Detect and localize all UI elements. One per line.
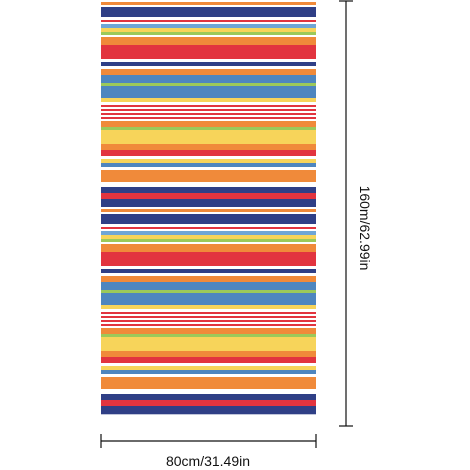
stripe [101,309,316,313]
stripe [101,320,316,323]
stripe [101,316,316,319]
stripe [101,115,316,118]
stripe [101,121,316,128]
stripe [101,276,316,283]
stripe [101,337,316,352]
stripe [101,290,316,294]
stripe [101,239,316,243]
stripe [101,212,316,215]
stripe [101,24,316,29]
stripe [101,119,316,122]
stripe [101,75,316,84]
stripe [101,199,316,208]
stripe [101,334,316,338]
stripe [101,231,316,236]
stripe [101,156,316,160]
height-label: 160m/62.99in [357,186,373,271]
stripe [101,227,316,230]
stripe [101,20,316,23]
stripe [101,357,316,364]
stripe [101,111,316,114]
stripe [101,105,316,108]
stripe [101,314,316,317]
stripe [101,163,316,168]
stripe [101,187,316,194]
width-label: 80cm/31.49in [166,453,250,469]
stripe [101,17,316,21]
stripe [101,117,316,120]
stripe [101,282,316,291]
stripe [101,351,316,358]
stripe [101,389,316,395]
stripe [101,252,316,267]
stripe [101,66,316,70]
stripe [101,130,316,145]
stripe [101,266,316,270]
stripe [101,305,316,310]
stripe [101,209,316,213]
stripe [101,144,316,151]
stripe [101,229,316,232]
stripe [101,59,316,63]
stripe [101,35,316,38]
stripe [101,127,316,131]
stripe [101,5,316,8]
stripe [101,244,316,253]
stripe [101,377,316,390]
stripe [101,312,316,315]
stripe [101,193,316,200]
stripe [101,363,316,367]
stripe [101,32,316,36]
stripe [101,107,316,110]
stripe [101,2,316,6]
stripe [101,45,316,60]
stripe [101,374,316,378]
stripe [101,113,316,116]
stripe [101,150,316,157]
stripe [101,214,316,225]
stripe [101,182,316,188]
stripe [101,328,316,335]
stripe [101,370,316,375]
stripe [101,269,316,274]
stripe [101,273,316,277]
stripe [101,22,316,25]
width-dimension [100,434,317,448]
stripe [101,83,316,87]
stripe [101,109,316,112]
stripe [101,235,316,240]
stripe [101,366,316,371]
stripe [101,322,316,325]
stripe [101,318,316,321]
stripe [101,159,316,164]
stripe [101,406,316,415]
stripe [101,293,316,306]
stripe [101,0,316,3]
stripe [101,224,316,228]
stripe [101,37,316,46]
stripe [101,324,316,327]
stripe [101,400,316,407]
stripe [101,86,316,99]
stripe [101,242,316,245]
stripe [101,394,316,401]
stripe [101,7,316,18]
striped-towel [101,0,316,415]
stripe [101,28,316,33]
stripe [101,170,316,183]
stripe [101,62,316,67]
stripe [101,98,316,103]
stripe [101,326,316,329]
stripe [101,69,316,76]
stripe [101,102,316,106]
stripe [101,207,316,210]
height-dimension [339,0,353,427]
stripe [101,167,316,171]
